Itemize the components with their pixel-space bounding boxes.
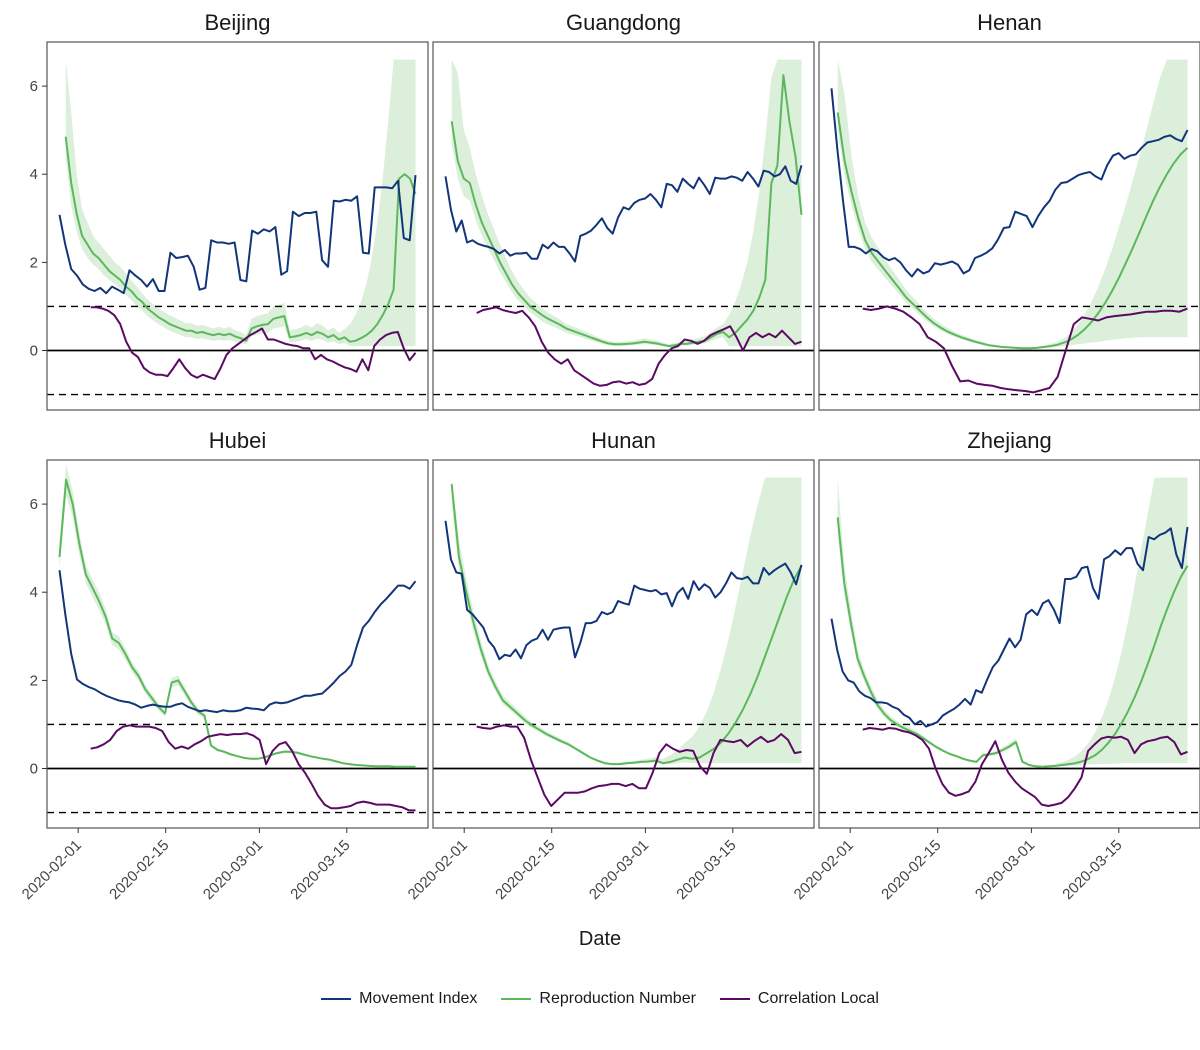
panel-title: Hubei — [209, 428, 266, 453]
legend-swatch-corr — [719, 998, 750, 1000]
movement-line — [58, 175, 417, 295]
repro-confidence-band — [65, 59, 416, 347]
x-tick-label: 2020-02-15 — [492, 837, 558, 903]
y-tick-label: 2 — [30, 254, 38, 271]
panel-border — [818, 459, 1200, 829]
repro-confidence-band — [837, 59, 1188, 349]
panel-title: Hunan — [591, 428, 656, 453]
panel-hubei: Hubei 0 2 4 6 2020-02-01 2020-02-15 2020-03-01 2… — [19, 428, 429, 903]
panel-title: Beijing — [204, 10, 270, 35]
y-tick-label: 6 — [30, 78, 38, 95]
legend-item-corr: Correlation Local — [719, 990, 879, 1008]
repro-line — [450, 74, 803, 348]
panel-title: Guangdong — [566, 10, 681, 35]
x-tick-label: 2020-03-15 — [287, 837, 353, 903]
repro-line — [64, 136, 417, 343]
panel-border — [46, 41, 429, 411]
x-tick-label: 2020-02-01 — [19, 837, 85, 903]
corr-line — [90, 724, 416, 812]
y-tick-label: 0 — [30, 761, 38, 778]
corr-line — [862, 727, 1188, 807]
repro-confidence-band — [451, 477, 802, 765]
x-tick-label: 2020-03-01 — [200, 837, 266, 903]
corr-line — [476, 724, 802, 807]
legend-swatch-repro — [501, 998, 532, 1000]
legend-item-movement: Movement Index — [321, 990, 477, 1008]
repro-line — [836, 112, 1189, 350]
x-tick-label: 2020-02-01 — [405, 837, 471, 903]
repro-line — [450, 484, 803, 766]
corr-line — [90, 306, 417, 381]
x-tick-label: 2020-02-15 — [878, 837, 944, 903]
panel-border — [432, 459, 815, 829]
legend-label-corr: Correlation Local — [757, 990, 879, 1007]
panel-border — [46, 459, 429, 829]
y-tick-label: 2 — [30, 672, 38, 689]
corr-line — [476, 306, 802, 387]
panel-guangdong: Guangdong — [432, 10, 815, 411]
x-tick-label: 2020-03-01 — [972, 837, 1038, 903]
movement-line — [444, 520, 803, 661]
x-axis-title: Date — [578, 928, 622, 950]
panel-zhejiang: Zhejiang 2020-02-01 2020-02-15 2020-03-01 20… — [791, 428, 1200, 903]
y-tick-label: 4 — [30, 166, 38, 183]
repro-confidence-band — [59, 464, 416, 768]
movement-line — [830, 526, 1189, 728]
panel-border — [432, 41, 815, 411]
repro-line — [836, 517, 1189, 768]
legend-label-repro: Reproduction Number — [539, 990, 696, 1007]
x-tick-label: 2020-02-15 — [106, 837, 172, 903]
repro-confidence-band — [451, 59, 802, 347]
panel-title: Henan — [977, 10, 1042, 35]
panel-hunan: Hunan 2020-02-01 2020-02-15 2020-03-01 2020-… — [405, 428, 815, 903]
panel-beijing: Beijing 0 2 4 6 — [30, 10, 429, 411]
movement-line — [444, 165, 803, 263]
x-tick-label: 2020-03-01 — [586, 837, 652, 903]
y-tick-label: 4 — [30, 584, 38, 601]
x-tick-label: 2020-03-15 — [1059, 837, 1125, 903]
corr-line — [862, 305, 1188, 394]
movement-line — [58, 570, 417, 714]
panel-henan: Henan — [818, 10, 1200, 411]
repro-line — [58, 478, 416, 768]
y-tick-label: 0 — [30, 343, 38, 360]
movement-line — [830, 88, 1189, 278]
legend-swatch-movement — [321, 998, 352, 1000]
x-tick-label: 2020-03-15 — [673, 837, 739, 903]
x-tick-label: 2020-02-01 — [791, 837, 857, 903]
legend-label-movement: Movement Index — [359, 990, 478, 1007]
legend-item-repro: Reproduction Number — [501, 990, 696, 1008]
panel-title: Zhejiang — [967, 428, 1051, 453]
repro-confidence-band — [837, 477, 1188, 768]
panel-border — [818, 41, 1200, 411]
legend: Movement Index Reproduction Number Corre… — [0, 990, 1200, 1008]
y-tick-label: 6 — [30, 496, 38, 513]
